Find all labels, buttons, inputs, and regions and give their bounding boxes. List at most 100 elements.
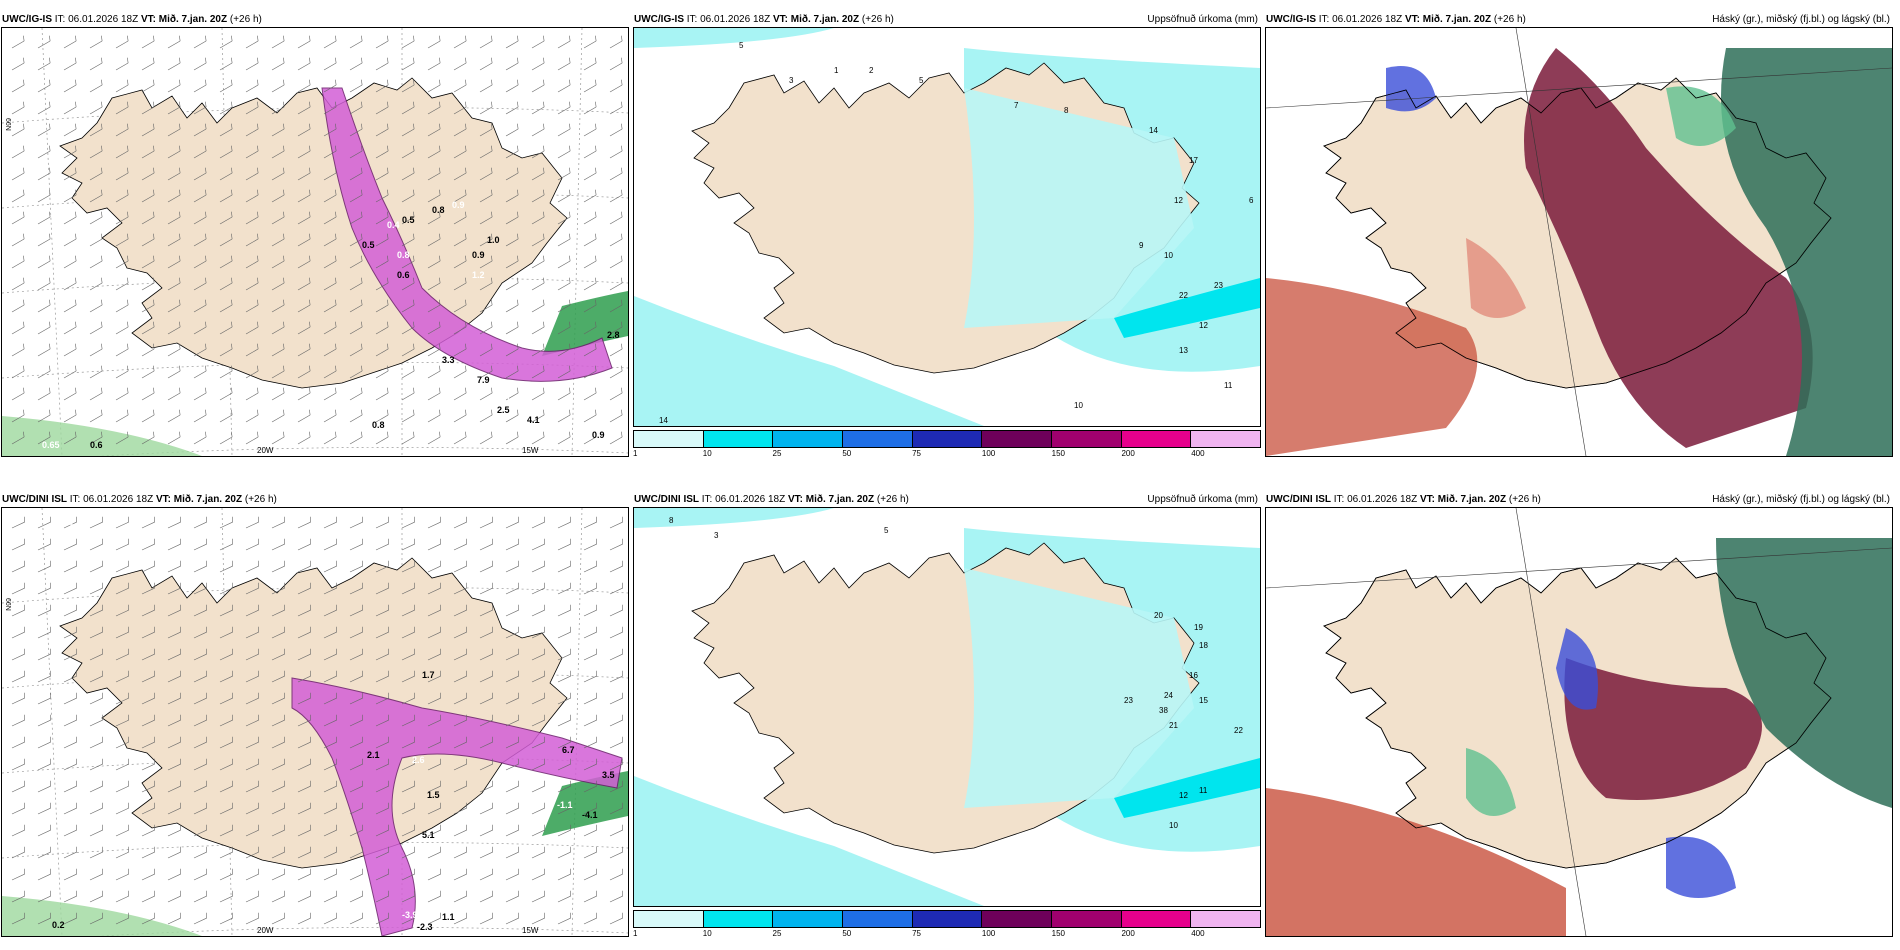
legend-swatch (1052, 431, 1122, 447)
precip-value-label: 1 (834, 66, 839, 75)
precip-value-label: 21 (1169, 721, 1178, 730)
lon-label: 15W (522, 446, 539, 455)
legend-colorbar (633, 430, 1261, 448)
lat-label: 66N (4, 598, 11, 611)
precip-value-label: 14 (659, 416, 668, 425)
legend-swatch (773, 911, 844, 927)
panel-row2-wind-snow: UWC/DINI ISL IT: 06.01.2026 18Z VT: Mið.… (0, 490, 630, 940)
legend-tick: 100 (981, 929, 996, 938)
legend-swatch (982, 911, 1053, 927)
panel-subtitle: Uppsöfnuð úrkoma (mm) (1147, 494, 1258, 505)
value-label: 6.7 (562, 745, 575, 755)
legend-tick: 25 (772, 449, 782, 458)
value-label: 2.7 (412, 855, 425, 865)
legend-tick: 1 (633, 929, 638, 938)
legend-swatch (1191, 431, 1261, 447)
precip-value-label: 3 (714, 531, 719, 540)
value-label: 2.1 (367, 750, 380, 760)
map-canvas (1265, 27, 1893, 457)
legend-tick: 1 (633, 449, 638, 458)
legend-swatch (1121, 911, 1192, 927)
precip-value-label: 5 (739, 41, 744, 50)
map-canvas: 66N 20W 15W 0.4 0.5 0.8 0.9 0.6 0.5 0.8 1.0 0.9 1.2 3… (1, 27, 629, 457)
precip-value-label: 14 (1149, 126, 1158, 135)
value-label: -2.3 (417, 922, 433, 932)
value-label: -4.1 (582, 810, 598, 820)
legend-tick: 150 (1051, 449, 1066, 458)
legend-tick: 400 (1191, 449, 1205, 458)
legend-swatch (1052, 911, 1122, 927)
precip-value-label: 2 (869, 66, 874, 75)
legend-swatch (634, 431, 704, 447)
precip-value-label: 7 (1014, 101, 1019, 110)
value-label: 0.9 (592, 430, 605, 440)
precip-value-label: 12 (1199, 321, 1208, 330)
value-label: 0.4 (387, 220, 400, 230)
value-label: 7.9 (477, 375, 490, 385)
value-label: 2.8 (607, 330, 620, 340)
value-label: 0.8 (397, 250, 410, 260)
precip-value-label: 15 (1199, 696, 1208, 705)
legend-swatch (912, 431, 983, 447)
legend-tick: 10 (702, 449, 712, 458)
precip-value-label: 11 (1224, 381, 1233, 390)
panel-title: UWC/DINI ISL IT: 06.01.2026 18Z VT: Mið.… (634, 494, 909, 505)
legend-tick: 150 (1051, 929, 1066, 938)
legend-swatch (843, 431, 913, 447)
legend-tick: 400 (1191, 929, 1205, 938)
legend-tick-labels: 1 10 25 50 75 100 150 200 400 (633, 448, 1261, 460)
precip-value-label: 12 (1179, 791, 1188, 800)
precip-value-label: 19 (1194, 623, 1203, 632)
value-label: 0.6 (397, 270, 410, 280)
precip-legend: 1 10 25 50 75 100 150 200 400 (633, 430, 1261, 460)
cloud-area (1564, 658, 1762, 800)
value-label: 0.8 (432, 205, 445, 215)
legend-swatch (773, 431, 844, 447)
cloud-area (1266, 788, 1566, 936)
panel-title: UWC/IG-IS IT: 06.01.2026 18Z VT: Mið. 7.… (634, 14, 894, 25)
legend-tick: 50 (842, 929, 852, 938)
value-label: 1.7 (422, 670, 435, 680)
cloud-area (1266, 278, 1478, 456)
legend-tick: 100 (981, 449, 996, 458)
panel-row1-clouds: UWC/IG-IS IT: 06.01.2026 18Z VT: Mið. 7.… (1264, 10, 1894, 460)
precip-value-label: 18 (1199, 641, 1208, 650)
panel-title: UWC/DINI ISL IT: 06.01.2026 18Z VT: Mið.… (2, 494, 277, 505)
lon-label: 15W (522, 926, 539, 935)
value-label: 0.6 (90, 440, 103, 450)
value-label: -1.1 (557, 800, 573, 810)
panel-subtitle: Háský (gr.), miðský (fj.bl.) og lágský (… (1712, 494, 1890, 505)
precip-value-label: 11 (1199, 786, 1208, 795)
value-label: 1.2 (472, 270, 485, 280)
value-label: 0.9 (452, 200, 465, 210)
value-label: 2.6 (412, 755, 425, 765)
value-label: 3.0 (497, 395, 510, 405)
precip-value-label: 5 (884, 526, 889, 535)
precip-value-label: 6 (1249, 196, 1254, 205)
value-label: 1.1 (442, 912, 455, 922)
precip-legend: 1 10 25 50 75 100 150 200 400 (633, 910, 1261, 940)
precip-value-label: 10 (1164, 251, 1173, 260)
value-label: 1.5 (427, 790, 440, 800)
value-label: 2.5 (497, 405, 510, 415)
cloud-area (1524, 48, 1813, 448)
precip-value-label: 17 (1189, 156, 1198, 165)
legend-tick-labels: 1 10 25 50 75 100 150 200 400 (633, 928, 1261, 940)
value-label: -1.4 (57, 518, 73, 528)
precip-value-label: 3 (789, 76, 794, 85)
value-label: -3.9 (402, 910, 418, 920)
map-canvas (1265, 507, 1893, 937)
precip-value-label: 12 (1174, 196, 1183, 205)
legend-tick: 200 (1121, 449, 1135, 458)
lat-label: 66N (4, 118, 11, 131)
precip-value-label: 10 (1074, 401, 1083, 410)
precip-value-label: 16 (1189, 671, 1198, 680)
precip-value-label: 8 (669, 516, 674, 525)
legend-tick: 75 (912, 929, 922, 938)
map-canvas: 66N 20W 15W -1.4 1.7 2.1 2.6 1.5 5.1 2.7 3.5 6.7 -1.… (1, 507, 629, 937)
value-label: 3.5 (602, 770, 615, 780)
panel-row1-precip: UWC/IG-IS IT: 06.01.2026 18Z VT: Mið. 7.… (632, 10, 1262, 460)
lon-label: 20W (257, 446, 274, 455)
legend-colorbar (633, 910, 1261, 928)
cloud-area (1721, 48, 1892, 456)
